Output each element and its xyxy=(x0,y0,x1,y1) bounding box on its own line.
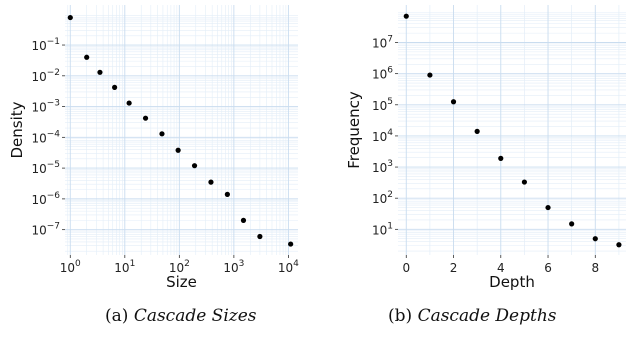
y-tick-label: 104 xyxy=(372,128,393,144)
data-point xyxy=(67,14,73,21)
data-point xyxy=(142,115,149,121)
data-point xyxy=(257,233,263,240)
data-point xyxy=(208,179,214,185)
plot-area xyxy=(398,5,626,255)
data-point xyxy=(191,163,198,169)
data-point xyxy=(592,236,598,242)
data-point xyxy=(616,242,622,248)
data-point xyxy=(427,72,433,78)
x-tick-label: 2 xyxy=(450,261,458,275)
data-point xyxy=(474,128,480,134)
data-point xyxy=(498,155,504,161)
y-tick-label: 101 xyxy=(372,221,393,237)
data-point xyxy=(84,54,90,60)
y-tick-label: 103 xyxy=(372,159,393,175)
caption-a-text: Cascade Sizes xyxy=(133,306,257,326)
panel-a: 100 101 102 103 104 10−1 10−2 10−3 10−4 10−5 10−6 1… xyxy=(8,5,299,291)
x-tick-label: 0 xyxy=(402,261,410,275)
x-tick-label: 103 xyxy=(223,259,244,275)
data-point xyxy=(112,84,118,90)
x-tick-label: 101 xyxy=(114,259,135,275)
caption-a-label: (a) xyxy=(105,306,129,326)
data-point xyxy=(521,179,528,185)
data-point xyxy=(545,204,551,211)
x-tick-label: 8 xyxy=(591,261,599,275)
y-tick-label: 10−6 xyxy=(31,191,60,207)
data-point xyxy=(450,99,457,105)
y-tick-label: 102 xyxy=(372,190,393,206)
y-tick-label: 105 xyxy=(372,97,393,113)
y-tick-label: 10−2 xyxy=(31,68,60,84)
y-tick-label: 107 xyxy=(372,34,393,50)
y-tick-label: 106 xyxy=(372,66,393,82)
y-tick-label: 10−3 xyxy=(31,99,60,115)
x-tick-label: 6 xyxy=(544,261,552,275)
y-tick-label: 10−5 xyxy=(31,160,60,176)
y-tick-label: 10−7 xyxy=(31,222,60,238)
y-axis-label: Frequency xyxy=(345,91,363,169)
x-axis-label: Depth xyxy=(489,273,535,291)
data-point xyxy=(175,147,181,153)
plot-area xyxy=(65,5,298,255)
x-tick-label: 100 xyxy=(60,259,81,275)
x-tick-label: 104 xyxy=(278,259,299,275)
data-point xyxy=(569,221,575,227)
caption-b: (b) Cascade Depths xyxy=(388,306,557,326)
grid xyxy=(398,5,626,255)
data-point xyxy=(403,13,409,19)
data-point xyxy=(159,131,165,137)
data-point xyxy=(288,241,294,247)
panel-b: 0 2 4 6 8 101 102 103 104 105 106 107 Depth Frequency xyxy=(345,5,626,291)
x-tick-label: 102 xyxy=(169,259,190,275)
y-axis-label: Density xyxy=(8,101,26,158)
y-tick-label: 10−4 xyxy=(31,129,60,145)
data-point xyxy=(240,217,247,223)
x-tick-label: 4 xyxy=(497,261,505,275)
y-tick-label: 10−1 xyxy=(31,37,60,53)
x-axis-label: Size xyxy=(166,273,197,291)
caption-b-label: (b) xyxy=(388,306,413,326)
data-point xyxy=(97,69,103,75)
data-point xyxy=(224,191,230,197)
caption-b-text: Cascade Depths xyxy=(417,306,557,326)
data-point xyxy=(126,100,132,106)
figure: 100 101 102 103 104 10−1 10−2 10−3 10−4 10−5 10−6 1… xyxy=(8,5,626,291)
data-points xyxy=(67,14,294,247)
data-points xyxy=(403,13,622,248)
caption-a: (a) Cascade Sizes xyxy=(105,306,257,326)
